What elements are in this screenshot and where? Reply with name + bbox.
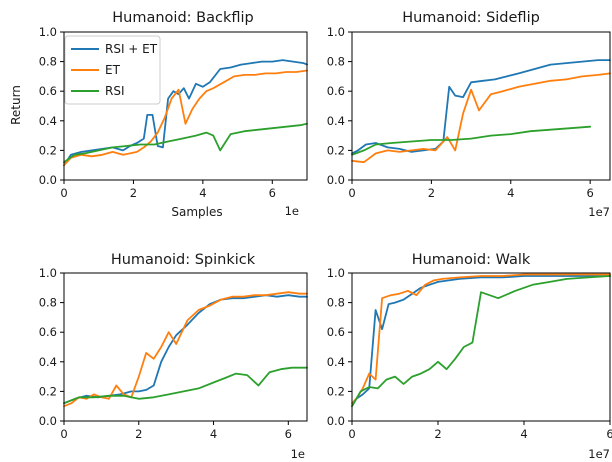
series-line-et [351, 72, 611, 164]
x-tick-label: 6 [285, 427, 292, 441]
x-tick-label: 2 [135, 427, 142, 441]
axes-frame [351, 31, 611, 181]
y-tick-label: 0.4 [327, 355, 345, 369]
y-tick-label: 1.0 [39, 25, 57, 39]
x-tick-label: 0 [60, 427, 67, 441]
plot-area: 0.0 0.2 0.4 0.6 0.8 1.0 0 2 4 6 [39, 266, 308, 441]
y-tick-label: 0.0 [39, 173, 57, 187]
subplot-title: Humanoid: Walk [412, 252, 531, 268]
x-tick-label: 4 [507, 186, 514, 200]
y-tick-label: 1.0 [327, 266, 345, 280]
y-tick-label: 0.2 [327, 384, 345, 398]
legend: RSI + ET ET RSI [64, 35, 161, 105]
x-tick-label: 0 [60, 186, 67, 200]
subplot-spinkick: Humanoid: Spinkick 1e 0.0 0.2 0.4 0.6 0.8 1.0… [39, 252, 308, 461]
series-line-et [63, 291, 308, 408]
x-tick-label: 2 [130, 186, 137, 200]
y-tick-label: 0.4 [39, 114, 57, 128]
y-tick-label: 0.2 [327, 143, 345, 157]
series-line-rsi [63, 366, 308, 405]
x-tick-label: 0 [348, 427, 355, 441]
series-line-rsi-et [63, 294, 308, 405]
y-tick-label: 0.6 [327, 84, 345, 98]
y-tick-label: 0.2 [39, 143, 57, 157]
y-axis-label: Return [9, 85, 23, 125]
y-tick-label: 0.2 [39, 384, 57, 398]
x-scale-label: 1e [291, 447, 305, 461]
x-tick-label: 2 [434, 427, 441, 441]
axes-frame [63, 272, 308, 422]
x-tick-label: 2 [428, 186, 435, 200]
series-line-rsi [63, 122, 308, 164]
x-tick-label: 6 [269, 186, 276, 200]
series-line-rsi-et [351, 59, 611, 155]
x-tick-label: 0 [348, 186, 355, 200]
x-tick-label: 4 [199, 186, 206, 200]
legend-label-rsi: RSI [105, 84, 125, 98]
x-tick-label: 4 [520, 427, 527, 441]
y-tick-label: 0.6 [327, 325, 345, 339]
legend-label-rsi-et: RSI + ET [105, 42, 158, 56]
subplot-walk: Humanoid: Walk 1e7 0.0 0.2 0.4 0.6 0.8 1.0 0 2 4… [327, 252, 612, 461]
y-tick-label: 1.0 [327, 25, 345, 39]
y-tick-label: 0.0 [39, 414, 57, 428]
y-tick-label: 0.8 [39, 296, 57, 310]
x-scale-label: 1e [285, 204, 299, 218]
axes-frame [63, 31, 308, 181]
series-line-rsi-et [351, 275, 611, 408]
series-line-et [63, 69, 308, 167]
subplot-title: Humanoid: Sideflip [402, 10, 540, 26]
y-tick-label: 0.6 [39, 84, 57, 98]
subplot-title: Humanoid: Backflip [112, 10, 253, 26]
subplot-backflip: Humanoid: Backflip Return Samples 1e 0.0… [9, 10, 308, 219]
y-tick-label: 0.0 [327, 173, 345, 187]
x-scale-label: 1e7 [588, 447, 610, 461]
axes-frame [351, 272, 611, 422]
y-tick-label: 0.8 [39, 55, 57, 69]
subplot-sideflip: Humanoid: Sideflip 1e7 0.0 0.2 0.4 0.6 0.8 1.… [327, 10, 611, 219]
y-tick-label: 0.0 [327, 414, 345, 428]
x-tick-label: 4 [210, 427, 217, 441]
y-tick-label: 0.4 [39, 355, 57, 369]
series-line-et [351, 273, 611, 405]
x-tick-label: 6 [586, 186, 593, 200]
x-tick-label: 6 [606, 427, 612, 441]
y-tick-label: 0.8 [327, 296, 345, 310]
y-tick-label: 0.8 [327, 55, 345, 69]
y-tick-label: 1.0 [39, 266, 57, 280]
legend-box [64, 35, 161, 105]
subplot-title: Humanoid: Spinkick [111, 252, 256, 268]
series-line-rsi [351, 125, 592, 156]
plot-area: 0.0 0.2 0.4 0.6 0.8 1.0 0 2 4 6 [327, 266, 612, 441]
y-tick-label: 0.4 [327, 114, 345, 128]
x-scale-label: 1e7 [588, 205, 610, 219]
plot-area: 0.0 0.2 0.4 0.6 0.8 1.0 0 2 4 6 [39, 25, 308, 200]
plot-area: 0.0 0.2 0.4 0.6 0.8 1.0 0 2 4 6 [327, 25, 611, 200]
x-axis-label: Samples [171, 205, 222, 219]
legend-label-et: ET [105, 63, 121, 77]
series-line-rsi [351, 275, 611, 408]
y-tick-label: 0.6 [39, 325, 57, 339]
